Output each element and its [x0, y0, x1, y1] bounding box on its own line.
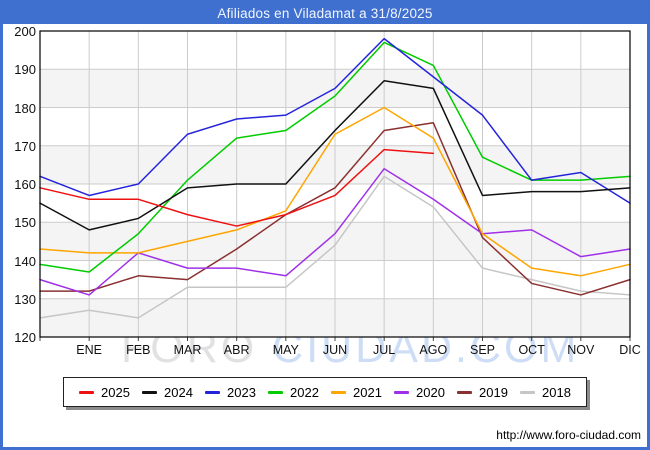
- y-axis-tick-label: 200: [14, 24, 36, 39]
- legend-item-2020: 2020: [394, 385, 445, 400]
- series-line-2024: [39, 79, 631, 231]
- legend-label: 2022: [290, 384, 319, 400]
- legend-item-2019: 2019: [457, 385, 508, 400]
- y-axis-tick-label: 160: [14, 177, 36, 192]
- legend-item-2022: 2022: [268, 385, 319, 400]
- legend-swatch-2021: [331, 390, 346, 394]
- x-axis-month-label: FEB: [126, 343, 151, 357]
- legend-item-2023: 2023: [205, 385, 256, 400]
- legend-swatch-2019: [457, 390, 472, 394]
- x-axis-month-label: DIC: [619, 343, 641, 357]
- y-axis-tick-label: 190: [14, 62, 36, 78]
- y-axis-tick-label: 120: [14, 330, 36, 345]
- x-axis-month-label: MAR: [173, 343, 202, 357]
- x-axis-month-label: SEP: [469, 343, 495, 357]
- legend-swatch-2020: [394, 390, 409, 394]
- legend-label: 2024: [164, 384, 193, 400]
- legend-label: 2019: [479, 384, 508, 400]
- legend-item-2018: 2018: [520, 385, 571, 400]
- footer-link[interactable]: http://www.foro-ciudad.com: [496, 428, 641, 442]
- legend-item-2024: 2024: [142, 385, 193, 400]
- legend-label: 2021: [353, 384, 382, 400]
- legend-label: 2023: [227, 384, 256, 400]
- footer: http://www.foro-ciudad.com: [496, 426, 641, 444]
- x-axis-month-label: MAY: [272, 343, 299, 357]
- series-line-2023: [39, 37, 631, 204]
- legend-swatch-2024: [142, 390, 157, 394]
- x-axis-month-label: ABR: [223, 343, 250, 357]
- x-axis-month-label: ENE: [76, 343, 102, 357]
- x-axis-month-label: OCT: [518, 343, 545, 357]
- series-line-2018: [39, 175, 631, 319]
- legend-swatch-2018: [520, 390, 535, 394]
- y-axis-tick-label: 180: [14, 100, 36, 116]
- plot-border: [39, 30, 631, 338]
- x-axis-month-label: JUL: [373, 343, 396, 357]
- x-axis-month-label: JUN: [322, 343, 348, 357]
- legend-swatch-2023: [205, 390, 220, 394]
- legend: 2025 2024 2023 2022 2021 2020 2019 2018: [63, 377, 587, 407]
- y-axis-tick-label: 150: [14, 215, 36, 231]
- series-line-2019: [39, 122, 631, 296]
- legend-label: 2018: [542, 384, 571, 400]
- legend-item-2021: 2021: [331, 385, 382, 400]
- legend-label: 2020: [416, 384, 445, 400]
- chart-title: Afiliados en Viladamat a 31/8/2025: [217, 6, 433, 21]
- title-bar: Afiliados en Viladamat a 31/8/2025: [3, 3, 647, 24]
- series-line-2025: [39, 148, 435, 227]
- y-axis-tick-label: 140: [14, 253, 36, 269]
- legend-item-2025: 2025: [79, 385, 130, 400]
- y-axis-tick-label: 130: [14, 291, 36, 307]
- legend-swatch-2022: [268, 390, 283, 394]
- x-axis-month-label: NOV: [567, 343, 595, 357]
- series-line-2021: [39, 106, 631, 277]
- legend-swatch-2025: [79, 390, 94, 394]
- y-axis-tick-label: 170: [14, 138, 36, 154]
- plot-area: [39, 30, 631, 341]
- legend-label: 2025: [101, 384, 130, 400]
- x-axis-month-label: AGO: [419, 343, 448, 357]
